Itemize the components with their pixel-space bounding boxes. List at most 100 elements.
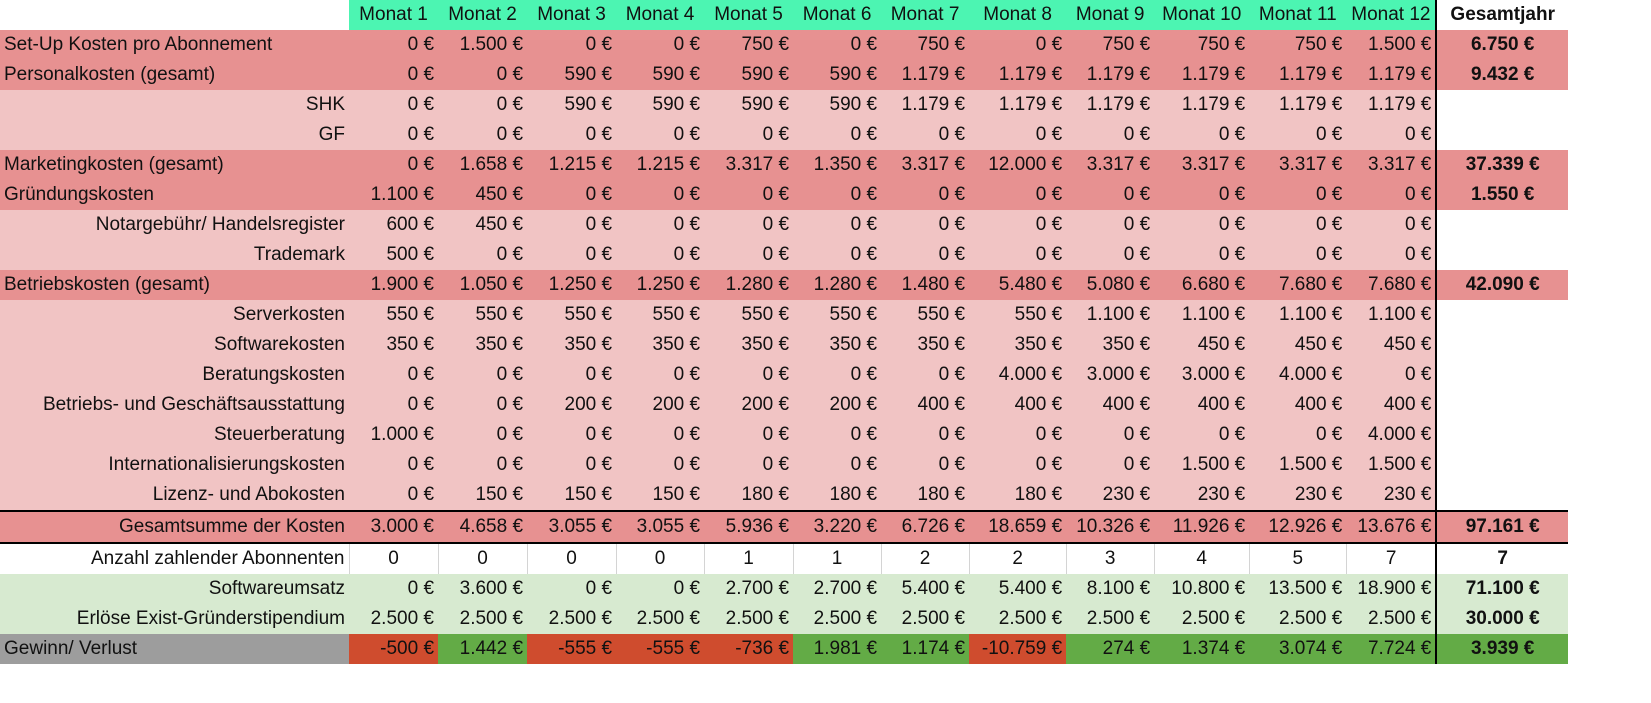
value-cell[interactable]: 0 € xyxy=(1066,180,1155,210)
value-cell[interactable]: 0 € xyxy=(438,420,528,450)
value-cell[interactable]: 2.500 € xyxy=(527,604,617,634)
value-cell[interactable]: 350 € xyxy=(527,330,617,360)
value-cell[interactable]: 0 € xyxy=(704,420,794,450)
value-cell[interactable]: 0 € xyxy=(349,60,439,90)
total-cell[interactable] xyxy=(1435,330,1568,360)
value-cell[interactable]: 1.480 € xyxy=(881,270,970,300)
value-cell[interactable]: 0 € xyxy=(438,120,528,150)
value-cell[interactable]: 1 xyxy=(793,543,882,574)
value-cell[interactable]: 1.215 € xyxy=(527,150,617,180)
total-cell[interactable] xyxy=(1435,390,1568,420)
row-label-cell[interactable]: SHK xyxy=(0,90,349,120)
value-cell[interactable]: 0 € xyxy=(969,450,1067,480)
value-cell[interactable]: 0 € xyxy=(1066,450,1155,480)
value-cell[interactable]: 2.500 € xyxy=(616,604,705,634)
total-cell[interactable]: 7 xyxy=(1435,543,1568,574)
value-cell[interactable]: 0 € xyxy=(616,574,705,604)
value-cell[interactable]: 0 € xyxy=(1066,420,1155,450)
value-cell[interactable]: 350 € xyxy=(438,330,528,360)
value-cell[interactable]: 7.724 € xyxy=(1346,634,1437,664)
value-cell[interactable]: 0 € xyxy=(438,60,528,90)
value-cell[interactable]: -555 € xyxy=(616,634,705,664)
value-cell[interactable]: 400 € xyxy=(1346,390,1437,420)
value-cell[interactable]: 3.317 € xyxy=(881,150,970,180)
value-cell[interactable]: 450 € xyxy=(1249,330,1347,360)
value-cell[interactable]: 590 € xyxy=(616,90,705,120)
value-cell[interactable]: 750 € xyxy=(881,30,970,60)
value-cell[interactable]: 5.400 € xyxy=(881,574,970,604)
row-label-cell[interactable]: Gesamtsumme der Kosten xyxy=(0,510,349,544)
value-cell[interactable]: 450 € xyxy=(1154,330,1250,360)
value-cell[interactable]: 0 € xyxy=(969,30,1067,60)
value-cell[interactable]: 0 € xyxy=(349,90,439,120)
value-cell[interactable]: 0 € xyxy=(1066,240,1155,270)
value-cell[interactable]: 0 € xyxy=(438,240,528,270)
value-cell[interactable]: 0 € xyxy=(969,420,1067,450)
value-cell[interactable]: 0 € xyxy=(969,240,1067,270)
value-cell[interactable]: 5.400 € xyxy=(969,574,1067,604)
value-cell[interactable]: 0 € xyxy=(1249,180,1347,210)
value-cell[interactable]: 0 € xyxy=(527,450,617,480)
value-cell[interactable]: 0 € xyxy=(616,210,705,240)
value-cell[interactable]: 400 € xyxy=(881,390,970,420)
total-cell[interactable]: 9.432 € xyxy=(1435,60,1568,90)
value-cell[interactable]: 3.000 € xyxy=(1066,360,1155,390)
row-label-cell[interactable]: Notargebühr/ Handelsregister xyxy=(0,210,349,240)
value-cell[interactable]: 1.500 € xyxy=(438,30,528,60)
value-cell[interactable]: 18.900 € xyxy=(1346,574,1437,604)
value-cell[interactable]: 0 € xyxy=(704,360,794,390)
value-cell[interactable]: 0 € xyxy=(1154,210,1250,240)
value-cell[interactable]: 0 € xyxy=(1154,120,1250,150)
value-cell[interactable]: 0 € xyxy=(438,390,528,420)
value-cell[interactable]: 3.000 € xyxy=(349,510,439,544)
value-cell[interactable]: 0 € xyxy=(881,120,970,150)
value-cell[interactable]: 0 € xyxy=(1346,120,1437,150)
value-cell[interactable]: 5.080 € xyxy=(1066,270,1155,300)
value-cell[interactable]: 3.055 € xyxy=(616,510,705,544)
row-label-cell[interactable]: Softwarekosten xyxy=(0,330,349,360)
value-cell[interactable]: 2.700 € xyxy=(704,574,794,604)
value-cell[interactable]: 750 € xyxy=(1066,30,1155,60)
value-cell[interactable]: 550 € xyxy=(704,300,794,330)
total-cell[interactable]: 37.339 € xyxy=(1435,150,1568,180)
value-cell[interactable]: 2 xyxy=(881,543,970,574)
value-cell[interactable]: 0 € xyxy=(881,360,970,390)
value-cell[interactable]: 180 € xyxy=(881,480,970,511)
total-cell[interactable]: 30.000 € xyxy=(1435,604,1568,634)
row-label-cell[interactable]: Trademark xyxy=(0,240,349,270)
value-cell[interactable]: 590 € xyxy=(793,90,882,120)
value-cell[interactable]: 0 € xyxy=(793,120,882,150)
value-cell[interactable]: 1.179 € xyxy=(969,60,1067,90)
value-cell[interactable]: 2.500 € xyxy=(349,604,439,634)
value-cell[interactable]: 1.179 € xyxy=(1066,60,1155,90)
value-cell[interactable]: 550 € xyxy=(881,300,970,330)
value-cell[interactable]: 0 € xyxy=(349,480,439,511)
header-month-cell[interactable]: Monat 4 xyxy=(616,0,705,30)
header-month-cell[interactable]: Monat 1 xyxy=(349,0,439,30)
value-cell[interactable]: 3.074 € xyxy=(1249,634,1347,664)
value-cell[interactable]: 1.500 € xyxy=(1346,450,1437,480)
row-label-cell[interactable]: Lizenz- und Abokosten xyxy=(0,480,349,511)
total-cell[interactable] xyxy=(1435,210,1568,240)
value-cell[interactable]: 200 € xyxy=(793,390,882,420)
value-cell[interactable]: 1.179 € xyxy=(881,90,970,120)
value-cell[interactable]: 0 € xyxy=(349,574,439,604)
value-cell[interactable]: 1.100 € xyxy=(1066,300,1155,330)
value-cell[interactable]: 0 € xyxy=(1154,240,1250,270)
value-cell[interactable]: 0 € xyxy=(616,420,705,450)
value-cell[interactable]: 0 € xyxy=(1346,180,1437,210)
value-cell[interactable]: 10.800 € xyxy=(1154,574,1250,604)
value-cell[interactable]: 750 € xyxy=(1249,30,1347,60)
value-cell[interactable]: 1.179 € xyxy=(1249,90,1347,120)
value-cell[interactable]: 0 € xyxy=(881,210,970,240)
header-month-cell[interactable]: Monat 12 xyxy=(1346,0,1437,30)
value-cell[interactable]: 0 € xyxy=(527,210,617,240)
value-cell[interactable]: 274 € xyxy=(1066,634,1155,664)
value-cell[interactable]: 400 € xyxy=(1066,390,1155,420)
value-cell[interactable]: 350 € xyxy=(969,330,1067,360)
value-cell[interactable]: 1.174 € xyxy=(881,634,970,664)
value-cell[interactable]: 0 € xyxy=(527,574,617,604)
total-cell[interactable]: 71.100 € xyxy=(1435,574,1568,604)
value-cell[interactable]: 590 € xyxy=(704,60,794,90)
value-cell[interactable]: 3.000 € xyxy=(1154,360,1250,390)
